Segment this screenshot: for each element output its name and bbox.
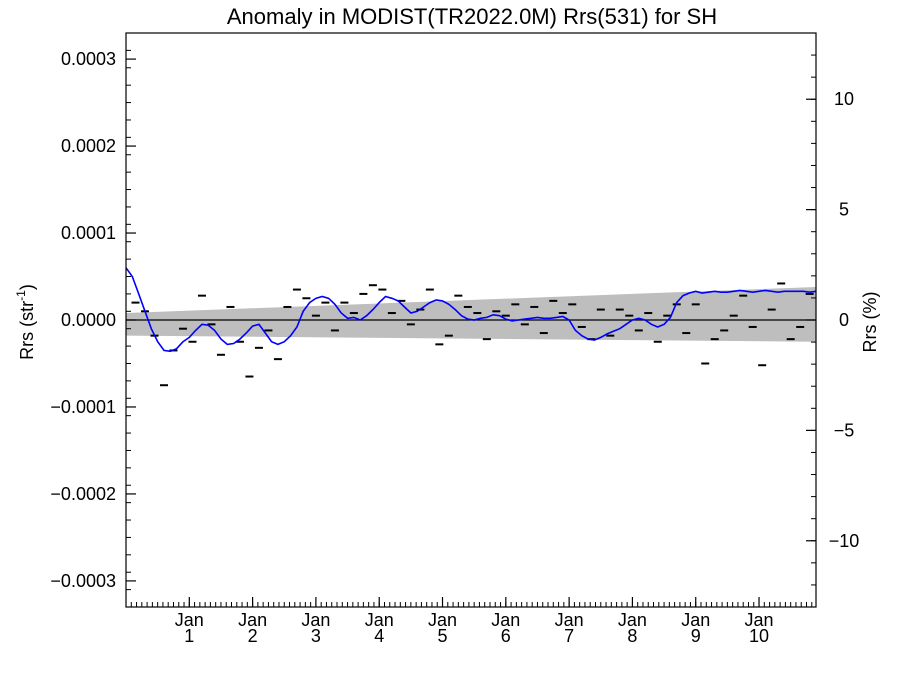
confidence-band: [126, 286, 816, 342]
x-tick-label-month: Jan: [491, 610, 520, 630]
y-tick-label: 0.0001: [61, 223, 116, 243]
x-tick-label-year: 10: [749, 626, 769, 646]
x-tick-label-month: Jan: [365, 610, 394, 630]
x-tick-label-month: Jan: [555, 610, 584, 630]
right-y-axis: 10 5 0 −5 −10: [806, 32, 860, 608]
x-tick-label-month: Jan: [301, 610, 330, 630]
x-tick-label-year: 2: [248, 626, 258, 646]
x-tick-label-month: Jan: [428, 610, 457, 630]
y-axis-label-base: Rrs (str: [17, 301, 37, 360]
y-tick-label: 0.0003: [61, 49, 116, 69]
chart-title: Anomaly in MODIST(TR2022.0M) Rrs(531) fo…: [227, 4, 717, 29]
right-y-axis-label: Rrs (%): [860, 292, 880, 353]
x-tick-label-year: 1: [184, 626, 194, 646]
x-axis: Jan1Jan2Jan3Jan4Jan5Jan6Jan7Jan8Jan9Jan1…: [130, 597, 813, 646]
y-tick-label: −0.0002: [50, 484, 116, 504]
right-y-tick-label: 0: [839, 310, 849, 330]
y-tick-label: 0.0002: [61, 136, 116, 156]
y-axis-label: Rrs (str-1): [14, 284, 37, 360]
left-y-axis: 0.0003 0.0002 0.0001 0.0000 −0.0001 −0.0002 −0…: [50, 32, 136, 608]
right-y-tick-label: 10: [834, 89, 854, 109]
x-tick-label-month: Jan: [618, 610, 647, 630]
x-tick-label-month: Jan: [745, 610, 774, 630]
x-tick-label-year: 9: [691, 626, 701, 646]
right-y-tick-label: −10: [829, 531, 860, 551]
x-tick-label-year: 3: [311, 626, 321, 646]
x-tick-label-month: Jan: [238, 610, 267, 630]
x-tick-label-year: 7: [564, 626, 574, 646]
x-tick-label-year: 8: [627, 626, 637, 646]
x-tick-label-year: 4: [374, 626, 384, 646]
y-axis-label-tail: ): [17, 284, 37, 290]
y-tick-label: −0.0003: [50, 571, 116, 591]
y-axis-label-superscript: -1: [14, 290, 28, 301]
y-tick-label: 0.0000: [61, 310, 116, 330]
smoothed-anomaly-line: [125, 267, 817, 353]
right-y-tick-label: 5: [839, 200, 849, 220]
right-y-tick-label: −5: [834, 420, 855, 440]
x-tick-label-month: Jan: [175, 610, 204, 630]
x-tick-label-month: Jan: [681, 610, 710, 630]
y-tick-label: −0.0001: [50, 397, 116, 417]
x-tick-label-year: 5: [438, 626, 448, 646]
plot-area: [125, 32, 817, 608]
x-tick-label-year: 6: [501, 626, 511, 646]
